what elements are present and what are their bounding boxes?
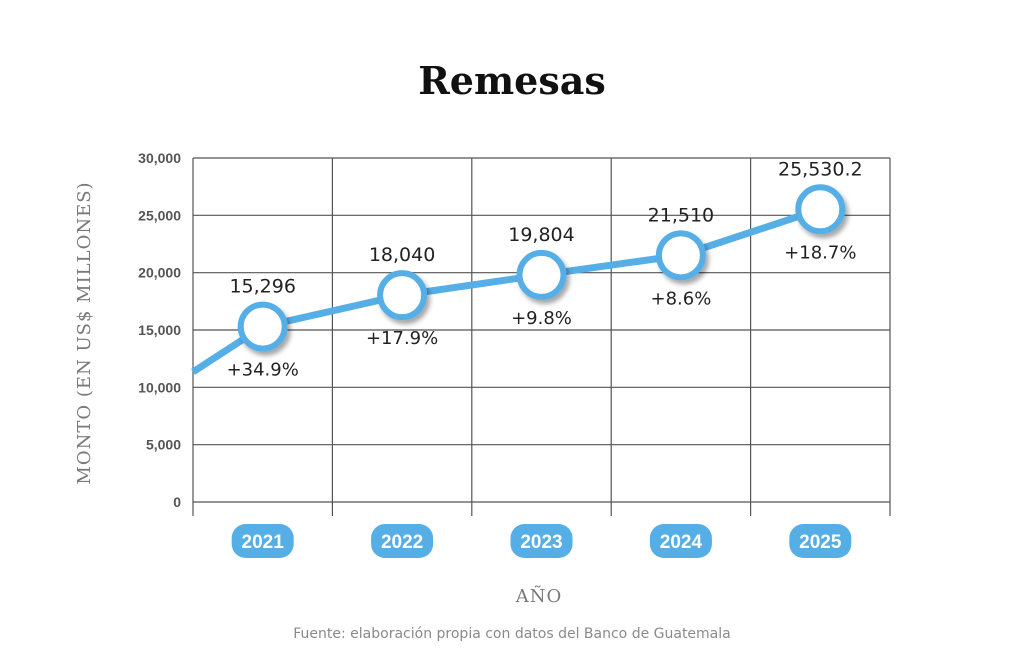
x-tick-label: 2022 — [381, 532, 423, 553]
data-point-marker — [795, 184, 846, 235]
growth-rate-label: +9.8% — [511, 308, 572, 329]
data-value-label: 18,040 — [369, 244, 435, 266]
x-tick-badge-background — [510, 524, 573, 558]
data-point-marker — [237, 301, 288, 352]
y-tick-label: 0 — [173, 494, 181, 510]
y-axis-ticks: 0 5,000 10,000 15,000 20,000 25,000 30,000 — [138, 150, 181, 510]
x-tick-label: 2025 — [799, 532, 842, 553]
x-tick-label: 2021 — [242, 532, 285, 553]
markers-layer — [237, 184, 846, 352]
x-tick-badge-background — [371, 524, 434, 558]
x-axis-title: AÑO — [515, 584, 563, 607]
x-tick-badge: 2023 — [510, 524, 573, 558]
y-tick-label: 30,000 — [138, 150, 181, 166]
source-note: Fuente: elaboración propia con datos del… — [293, 626, 731, 642]
x-axis-ticks: 2021 2022 2023 2024 2025 — [231, 524, 852, 558]
x-tick-badge-background — [649, 524, 712, 558]
y-tick-label: 20,000 — [138, 265, 181, 281]
y-tick-label: 5,000 — [146, 437, 181, 453]
growth-rate-label: +18.7% — [784, 242, 856, 263]
x-tick-badge: 2024 — [649, 524, 712, 558]
y-tick-label: 25,000 — [138, 207, 181, 223]
x-tick-badge: 2022 — [371, 524, 434, 558]
data-value-label: 21,510 — [648, 204, 714, 226]
growth-rate-label: +34.9% — [227, 360, 299, 381]
y-tick-label: 15,000 — [138, 322, 181, 338]
data-point-marker — [516, 249, 567, 300]
data-value-label: 19,804 — [508, 224, 574, 246]
data-point-marker — [377, 270, 428, 321]
x-tick-badge: 2025 — [789, 524, 852, 558]
data-labels-layer: 15,296 +34.9% 18,040 +17.9% 19,804 +9.8% 21,51… — [227, 158, 863, 380]
gridlines — [192, 157, 891, 516]
y-tick-label: 10,000 — [138, 379, 181, 395]
x-tick-badge: 2021 — [231, 524, 294, 558]
data-value-label: 25,530.2 — [778, 158, 863, 180]
data-value-label: 15,296 — [229, 276, 295, 298]
growth-rate-label: +8.6% — [650, 288, 711, 309]
x-tick-badge-background — [231, 524, 294, 558]
data-point-marker — [655, 230, 706, 281]
x-tick-badge-background — [789, 524, 852, 558]
chart-title: Remesas — [418, 58, 606, 103]
y-axis-title: MONTO (EN US$ MILLONES) — [74, 181, 95, 484]
growth-rate-label: +17.9% — [366, 328, 438, 349]
x-tick-label: 2023 — [520, 532, 562, 553]
x-tick-label: 2024 — [660, 532, 703, 553]
